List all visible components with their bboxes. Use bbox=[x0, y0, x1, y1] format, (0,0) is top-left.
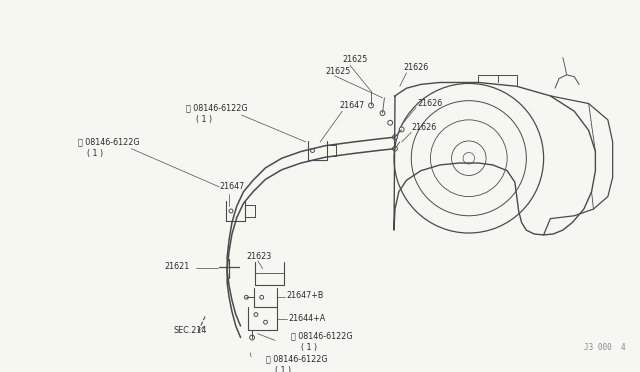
Text: 21626: 21626 bbox=[412, 123, 436, 132]
Text: 21647+B: 21647+B bbox=[287, 291, 324, 300]
Text: 21647: 21647 bbox=[220, 183, 244, 192]
Text: 21626: 21626 bbox=[417, 99, 442, 108]
Circle shape bbox=[264, 320, 268, 324]
Circle shape bbox=[380, 111, 385, 116]
Text: ( 1 ): ( 1 ) bbox=[275, 366, 291, 372]
Text: 21644+A: 21644+A bbox=[289, 314, 326, 323]
Text: Ⓐ 08146-6122G: Ⓐ 08146-6122G bbox=[266, 354, 327, 363]
Text: 21625: 21625 bbox=[342, 55, 367, 64]
Circle shape bbox=[254, 312, 258, 317]
Text: 21647: 21647 bbox=[339, 101, 365, 110]
Circle shape bbox=[250, 335, 255, 340]
Text: 21625: 21625 bbox=[325, 67, 350, 76]
Text: SEC.214: SEC.214 bbox=[173, 326, 207, 335]
Circle shape bbox=[244, 295, 248, 299]
Circle shape bbox=[392, 135, 397, 140]
Text: Ⓑ 08146-6122G: Ⓑ 08146-6122G bbox=[186, 103, 248, 112]
Text: ( 1 ): ( 1 ) bbox=[87, 149, 103, 158]
Text: ( 1 ): ( 1 ) bbox=[196, 115, 212, 124]
Circle shape bbox=[388, 121, 392, 125]
Text: ( 1 ): ( 1 ) bbox=[301, 343, 317, 352]
Text: Ⓑ 08146-6122G: Ⓑ 08146-6122G bbox=[291, 331, 353, 340]
Text: 21626: 21626 bbox=[404, 62, 429, 72]
Circle shape bbox=[260, 295, 264, 299]
Circle shape bbox=[310, 149, 314, 153]
Circle shape bbox=[399, 127, 404, 132]
Text: 21623: 21623 bbox=[246, 253, 271, 262]
Text: Ⓐ 08146-6122G: Ⓐ 08146-6122G bbox=[77, 137, 139, 147]
Circle shape bbox=[229, 209, 233, 213]
Circle shape bbox=[369, 103, 373, 108]
Text: J3 000  4: J3 000 4 bbox=[584, 343, 625, 352]
Text: 21621: 21621 bbox=[164, 262, 189, 271]
Circle shape bbox=[392, 146, 397, 151]
